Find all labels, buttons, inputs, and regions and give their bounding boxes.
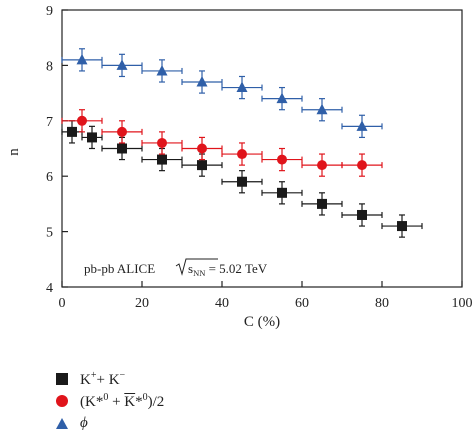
y-tick-label: 4 bbox=[46, 281, 53, 296]
series-kaon bbox=[61, 120, 423, 238]
data-point-phi bbox=[276, 92, 288, 104]
data-point-kaon bbox=[67, 126, 77, 137]
legend-label-kstar: (K*0 + K*0)/2 bbox=[80, 391, 165, 410]
y-tick-label: 7 bbox=[46, 115, 53, 130]
data-point-kstar bbox=[197, 143, 207, 154]
x-tick-label: 40 bbox=[215, 296, 229, 311]
legend-item-kaon: K++ K− bbox=[56, 368, 164, 390]
series-layer bbox=[61, 48, 423, 238]
y-tick-label: 8 bbox=[46, 59, 53, 74]
annotation: pb-pb ALICE sNN = 5.02 TeV bbox=[84, 258, 268, 278]
data-point-kstar bbox=[357, 160, 367, 171]
series-kstar bbox=[61, 109, 383, 177]
chart: 0 20 40 60 80 100 4 5 6 7 8 9 C (%) n pb-pb ALICE … bbox=[6, 4, 473, 330]
data-point-phi bbox=[116, 59, 128, 70]
data-point-kaon bbox=[87, 132, 97, 143]
data-point-kstar bbox=[317, 160, 327, 171]
data-point-phi bbox=[76, 53, 88, 65]
y-tick-labels: 4 5 6 7 8 9 bbox=[46, 4, 53, 296]
data-point-kaon bbox=[117, 143, 127, 154]
x-tick-labels: 0 20 40 60 80 100 bbox=[59, 296, 473, 311]
sqrt-sign-icon bbox=[175, 258, 218, 276]
annotation-sqrt-sub: NN bbox=[193, 268, 205, 278]
legend-label-phi: ϕ bbox=[80, 414, 88, 431]
svg-text:sNN = 5.02 TeV: sNN = 5.02 TeV bbox=[188, 261, 268, 278]
data-point-phi bbox=[196, 76, 208, 87]
y-tick-label: 9 bbox=[46, 4, 53, 19]
x-tick-label: 20 bbox=[135, 296, 149, 311]
annotation-suffix: = 5.02 TeV bbox=[205, 261, 267, 276]
data-point-kaon bbox=[397, 221, 407, 232]
legend-label-kaon: K++ K− bbox=[80, 369, 126, 388]
data-point-kstar bbox=[277, 154, 287, 165]
data-point-phi bbox=[316, 103, 328, 115]
y-tick-label: 5 bbox=[46, 226, 53, 241]
triangle-marker-icon bbox=[56, 417, 68, 429]
y-axis-label: n bbox=[6, 148, 22, 156]
plot-frame bbox=[61, 9, 463, 288]
svg-text:pb-pb ALICE: pb-pb ALICE bbox=[84, 261, 155, 276]
legend: K++ K− (K*0 + K*0)/2 ϕ bbox=[56, 368, 164, 434]
error-bar bbox=[61, 48, 103, 72]
series-phi bbox=[61, 48, 383, 139]
data-point-kstar bbox=[237, 149, 247, 160]
data-point-phi bbox=[156, 64, 168, 76]
x-tick-label: 100 bbox=[452, 296, 473, 311]
square-marker-icon bbox=[56, 373, 68, 385]
circle-marker-icon bbox=[56, 395, 68, 407]
data-point-kaon bbox=[237, 176, 247, 187]
x-tick-label: 60 bbox=[295, 296, 309, 311]
annotation-prefix: pb-pb ALICE bbox=[84, 261, 155, 276]
data-point-kstar bbox=[117, 126, 127, 137]
data-point-kaon bbox=[197, 160, 207, 171]
x-tick-label: 0 bbox=[59, 296, 66, 311]
y-tick-label: 6 bbox=[46, 170, 53, 185]
x-axis-label: C (%) bbox=[244, 314, 280, 330]
data-point-kstar bbox=[77, 115, 87, 126]
data-point-kstar bbox=[157, 137, 167, 148]
data-point-kaon bbox=[157, 154, 167, 165]
annotation-sqrt-s: s bbox=[188, 261, 193, 276]
data-point-kaon bbox=[317, 198, 327, 209]
legend-item-phi: ϕ bbox=[56, 412, 164, 434]
data-point-phi bbox=[356, 120, 368, 131]
x-tick-label: 80 bbox=[375, 296, 389, 311]
data-point-kaon bbox=[357, 209, 367, 220]
data-point-kaon bbox=[277, 187, 287, 198]
legend-item-kstar: (K*0 + K*0)/2 bbox=[56, 390, 164, 412]
data-point-phi bbox=[236, 81, 248, 93]
